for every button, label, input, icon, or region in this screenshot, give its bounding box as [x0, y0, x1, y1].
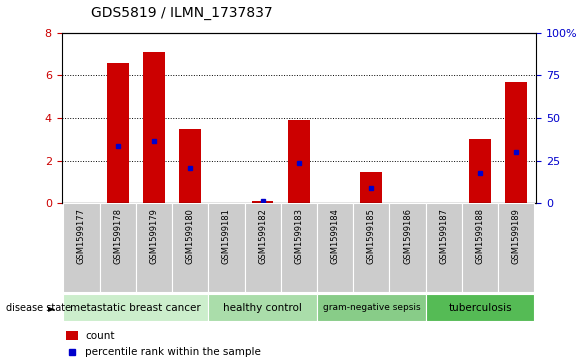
Bar: [172, 203, 208, 292]
Bar: [208, 294, 317, 321]
Bar: [317, 203, 353, 292]
Bar: [425, 203, 462, 292]
Bar: [179, 129, 201, 203]
Bar: [390, 203, 425, 292]
Text: tuberculosis: tuberculosis: [448, 303, 512, 313]
Bar: [63, 294, 208, 321]
Text: percentile rank within the sample: percentile rank within the sample: [86, 347, 261, 357]
Text: GSM1599185: GSM1599185: [367, 208, 376, 264]
Text: GSM1599187: GSM1599187: [440, 208, 448, 264]
Text: count: count: [86, 331, 115, 340]
Text: GSM1599179: GSM1599179: [149, 208, 158, 264]
Bar: [100, 203, 136, 292]
Bar: [462, 203, 498, 292]
Bar: [136, 203, 172, 292]
Bar: [360, 172, 382, 203]
Bar: [469, 139, 491, 203]
Text: GSM1599181: GSM1599181: [222, 208, 231, 264]
Bar: [63, 203, 100, 292]
Bar: [498, 203, 534, 292]
Bar: [252, 201, 274, 203]
Bar: [208, 203, 244, 292]
Bar: [425, 294, 534, 321]
Text: GSM1599183: GSM1599183: [294, 208, 304, 264]
Text: GSM1599188: GSM1599188: [475, 208, 485, 264]
Text: healthy control: healthy control: [223, 303, 302, 313]
Bar: [317, 294, 425, 321]
Text: GSM1599180: GSM1599180: [186, 208, 195, 264]
Text: GSM1599182: GSM1599182: [258, 208, 267, 264]
Text: GSM1599186: GSM1599186: [403, 208, 412, 264]
Bar: [107, 62, 128, 203]
Bar: [66, 331, 78, 340]
Text: disease state: disease state: [6, 303, 71, 313]
Text: ►: ►: [48, 303, 56, 313]
Bar: [244, 203, 281, 292]
Bar: [353, 203, 390, 292]
Text: gram-negative sepsis: gram-negative sepsis: [322, 303, 420, 312]
Bar: [505, 82, 527, 203]
Bar: [288, 120, 310, 203]
Text: GSM1599177: GSM1599177: [77, 208, 86, 264]
Text: metastatic breast cancer: metastatic breast cancer: [70, 303, 201, 313]
Text: GSM1599178: GSM1599178: [113, 208, 122, 264]
Text: GDS5819 / ILMN_1737837: GDS5819 / ILMN_1737837: [91, 6, 272, 20]
Text: GSM1599189: GSM1599189: [512, 208, 521, 264]
Bar: [143, 52, 165, 203]
Text: GSM1599184: GSM1599184: [331, 208, 340, 264]
Bar: [281, 203, 317, 292]
